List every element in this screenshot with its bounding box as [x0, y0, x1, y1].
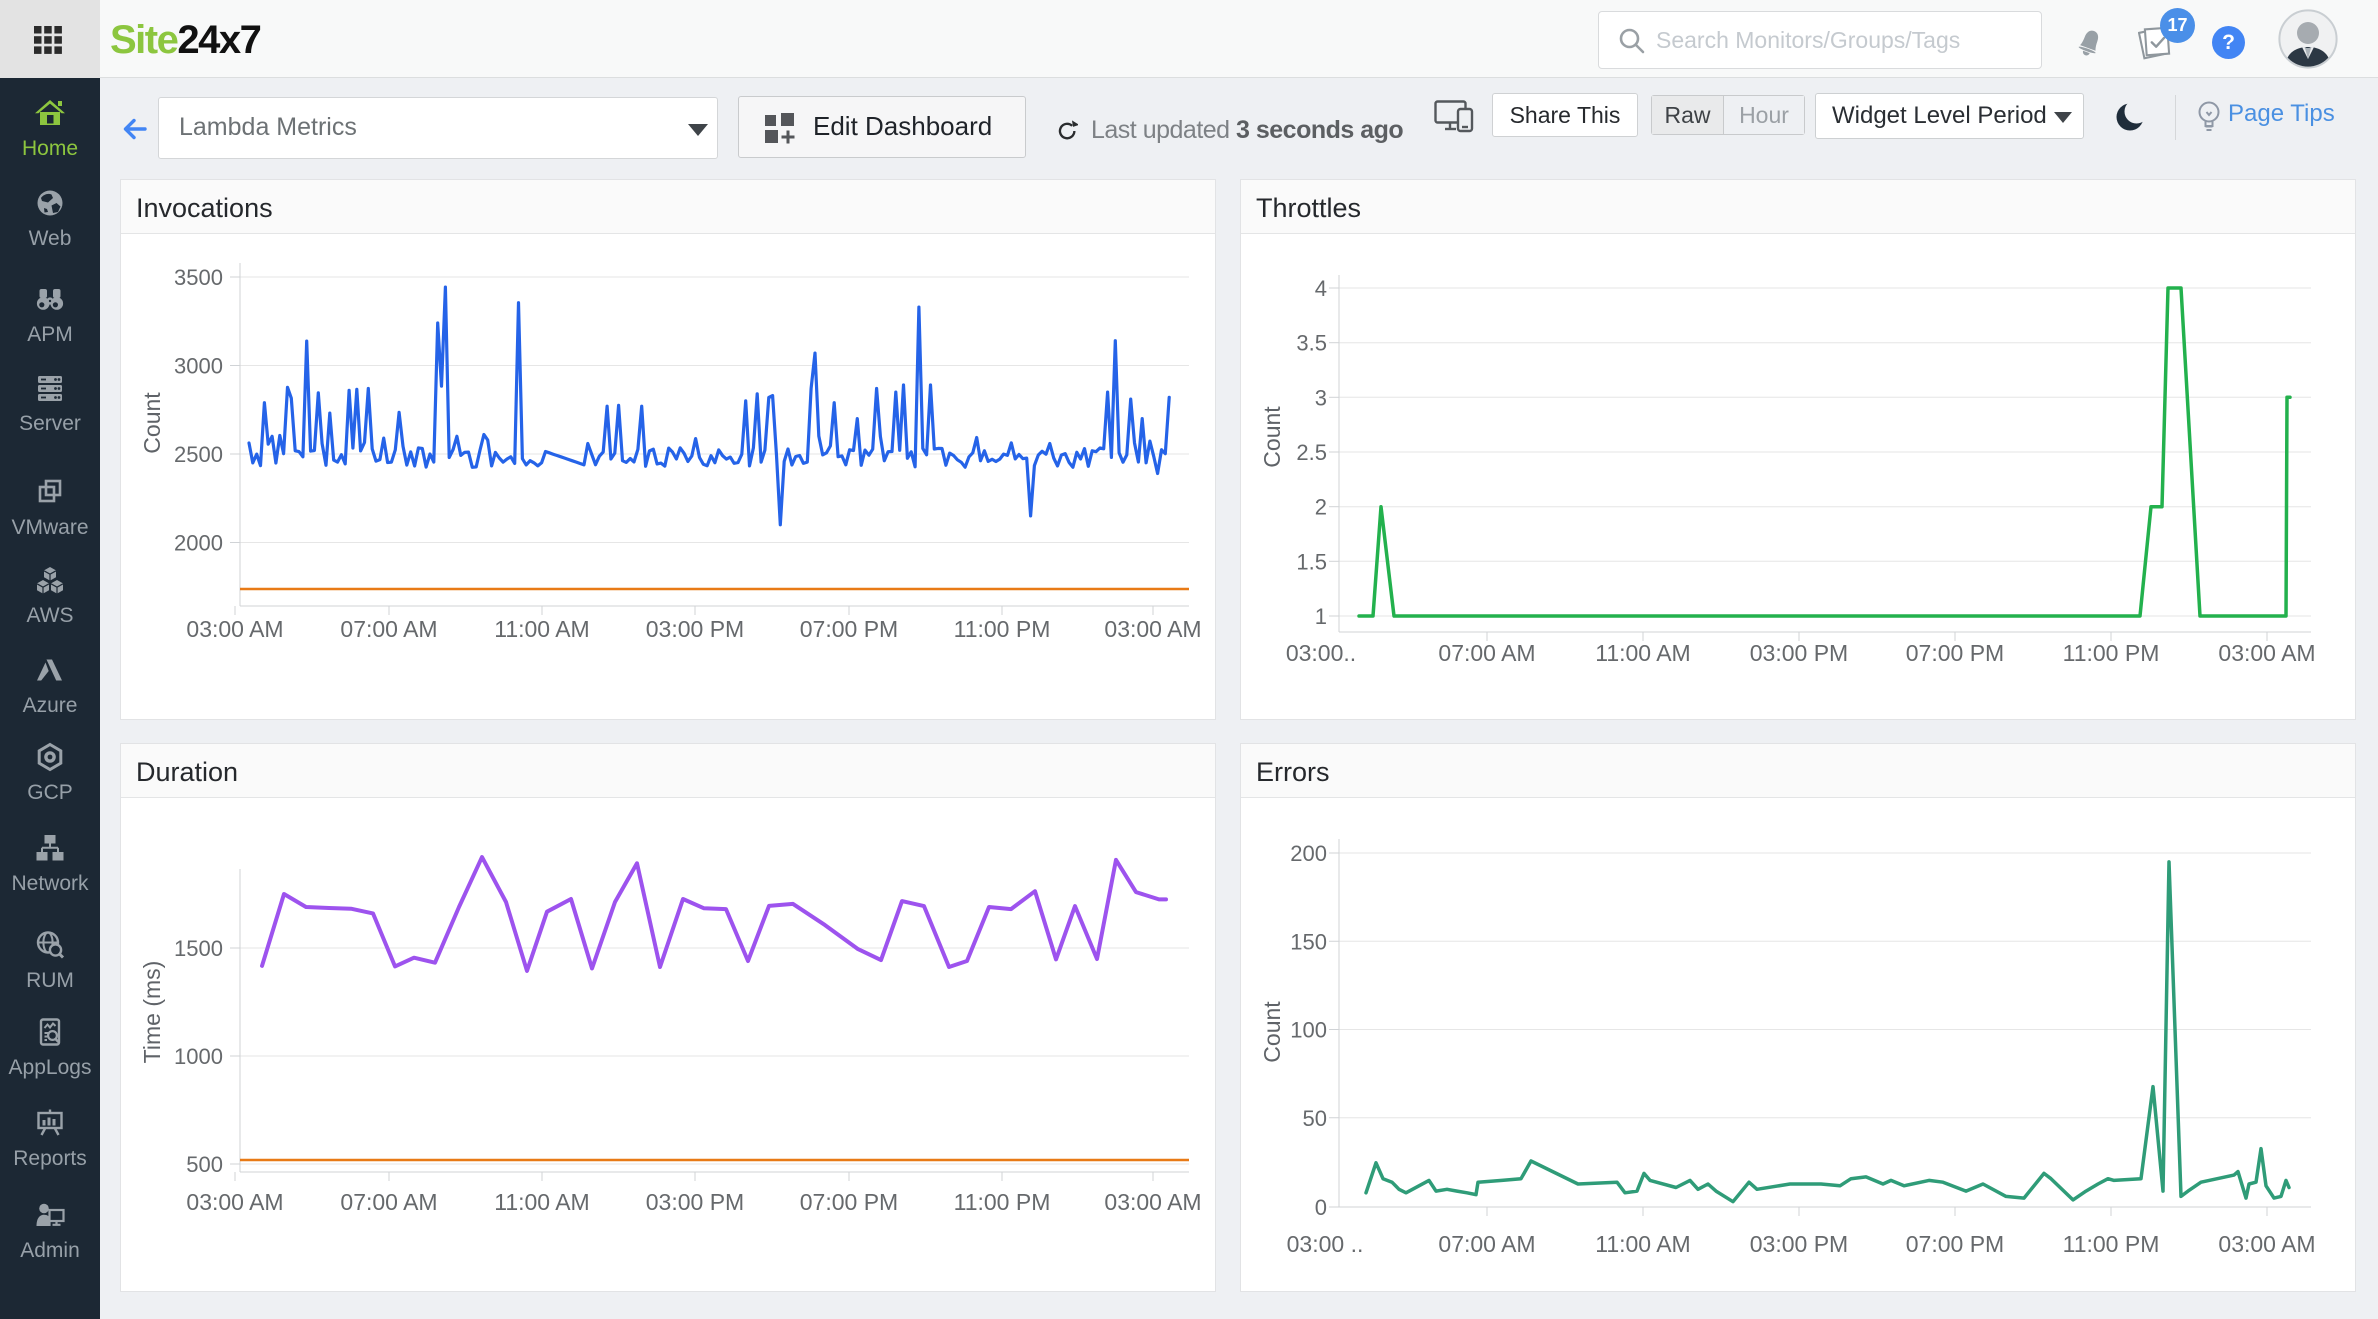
svg-text:1.5: 1.5 [1296, 549, 1327, 574]
svg-text:0: 0 [1315, 1195, 1327, 1220]
svg-text:11:00 PM: 11:00 PM [2063, 640, 2160, 666]
svg-text:07:00 PM: 07:00 PM [800, 616, 898, 642]
svg-text:03:00 AM: 03:00 AM [1104, 616, 1201, 642]
svg-text:150: 150 [1290, 929, 1327, 954]
svg-text:03:00 PM: 03:00 PM [1750, 1231, 1848, 1257]
svg-text:Count: Count [1259, 406, 1285, 468]
svg-text:1000: 1000 [174, 1044, 223, 1069]
svg-text:03:00 AM: 03:00 AM [186, 616, 283, 642]
svg-text:07:00 PM: 07:00 PM [1906, 640, 2004, 666]
svg-text:3500: 3500 [174, 265, 223, 290]
svg-text:11:00 AM: 11:00 AM [494, 1189, 589, 1215]
svg-text:2: 2 [1315, 495, 1327, 520]
svg-text:07:00 PM: 07:00 PM [800, 1189, 898, 1215]
svg-text:03:00 PM: 03:00 PM [646, 1189, 744, 1215]
svg-text:50: 50 [1303, 1106, 1327, 1131]
svg-text:1500: 1500 [174, 936, 223, 961]
svg-text:4: 4 [1315, 276, 1327, 301]
svg-text:11:00 PM: 11:00 PM [954, 616, 1051, 642]
svg-text:2500: 2500 [174, 442, 223, 467]
svg-text:500: 500 [186, 1152, 223, 1177]
svg-text:2000: 2000 [174, 531, 223, 556]
svg-text:Count: Count [139, 392, 165, 454]
svg-text:03:00 PM: 03:00 PM [646, 616, 744, 642]
svg-text:11:00 PM: 11:00 PM [2063, 1231, 2160, 1257]
svg-text:11:00 AM: 11:00 AM [1595, 640, 1690, 666]
svg-text:3: 3 [1315, 385, 1327, 410]
svg-text:200: 200 [1290, 841, 1327, 866]
svg-text:3000: 3000 [174, 354, 223, 379]
svg-text:11:00 PM: 11:00 PM [954, 1189, 1051, 1215]
svg-text:1: 1 [1315, 604, 1327, 629]
svg-text:03:00..: 03:00.. [1286, 640, 1356, 666]
svg-text:07:00 AM: 07:00 AM [340, 1189, 437, 1215]
svg-text:11:00 AM: 11:00 AM [494, 616, 589, 642]
svg-text:3.5: 3.5 [1296, 331, 1327, 356]
svg-text:03:00 AM: 03:00 AM [186, 1189, 283, 1215]
svg-text:03:00 AM: 03:00 AM [2218, 1231, 2315, 1257]
svg-text:03:00 AM: 03:00 AM [2218, 640, 2315, 666]
svg-text:07:00 AM: 07:00 AM [340, 616, 437, 642]
svg-text:07:00 AM: 07:00 AM [1438, 1231, 1535, 1257]
svg-text:Count: Count [1259, 1001, 1285, 1063]
svg-text:03:00 AM: 03:00 AM [1104, 1189, 1201, 1215]
svg-text:2.5: 2.5 [1296, 440, 1327, 465]
svg-text:11:00 AM: 11:00 AM [1595, 1231, 1690, 1257]
svg-text:07:00 AM: 07:00 AM [1438, 640, 1535, 666]
svg-text:100: 100 [1290, 1018, 1327, 1043]
svg-text:03:00 PM: 03:00 PM [1750, 640, 1848, 666]
svg-text:Time (ms): Time (ms) [139, 961, 165, 1064]
svg-text:07:00 PM: 07:00 PM [1906, 1231, 2004, 1257]
svg-text:03:00 ..: 03:00 .. [1287, 1231, 1364, 1257]
